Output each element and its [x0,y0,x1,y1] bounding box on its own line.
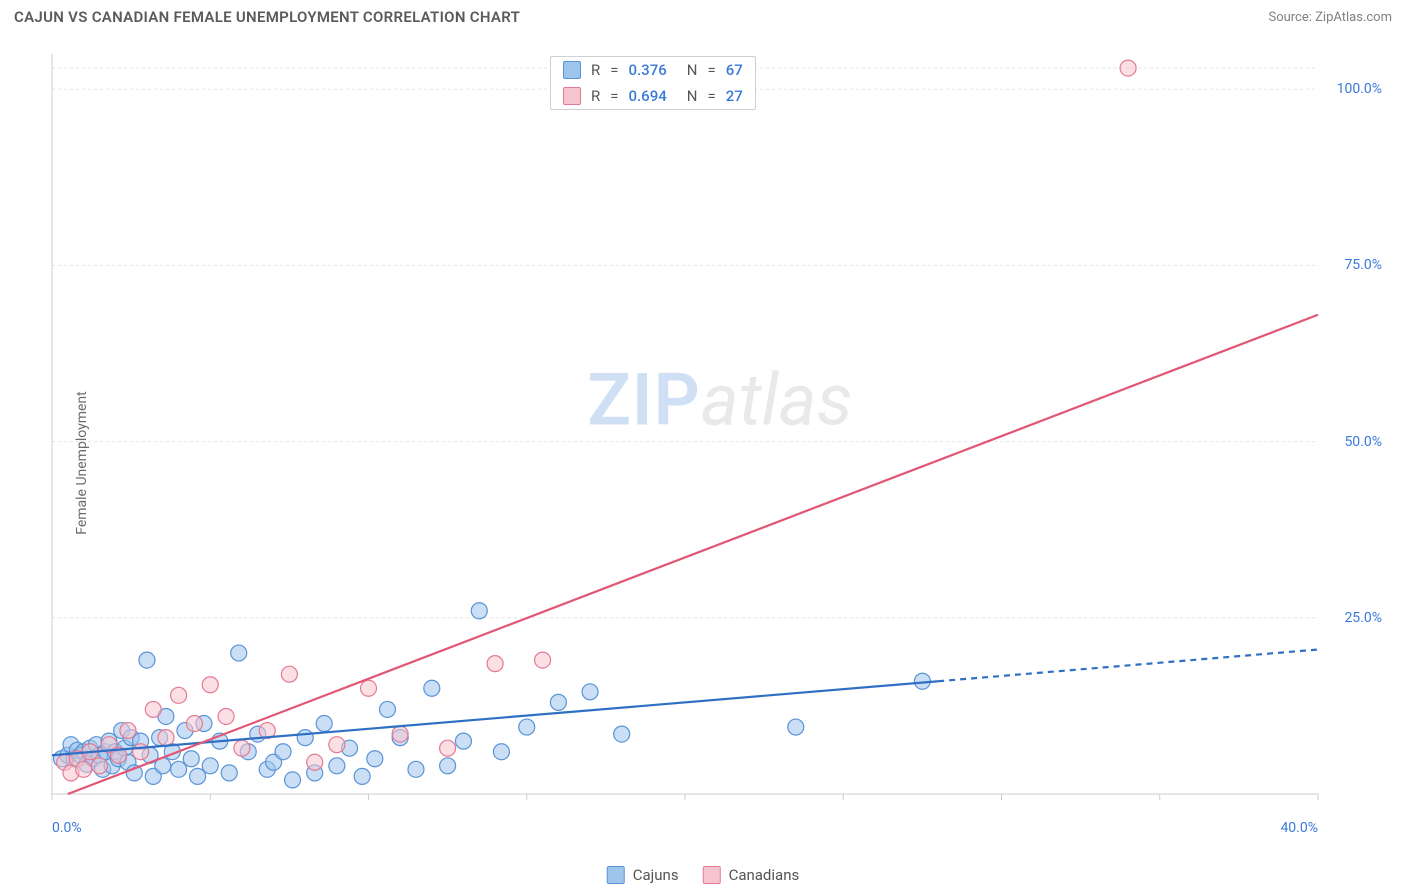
plot-area: ZIPatlas 25.0%50.0%75.0%100.0% 0.0%40.0%… [50,44,1390,834]
source-attribution: Source: ZipAtlas.com [1268,10,1392,25]
series-legend: Cajuns Canadians [607,866,799,884]
n-value: 27 [726,87,743,105]
stats-legend-row: R=0.376N=67 [551,57,755,83]
legend-swatch [703,866,721,884]
n-label: N [687,61,698,79]
r-label: R [591,61,600,79]
r-label: R [591,87,600,105]
stats-legend-row: R=0.694N=27 [551,83,755,109]
chart-svg [50,44,1390,834]
y-tick-label: 50.0% [1344,434,1390,450]
legend-swatch [563,61,581,79]
legend-swatch [607,866,625,884]
y-tick-label: 75.0% [1344,257,1390,273]
legend-label: Cajuns [633,866,679,884]
n-label: N [687,87,698,105]
chart-container: Female Unemployment ZIPatlas 25.0%50.0%7… [0,34,1406,892]
y-tick-label: 25.0% [1344,610,1390,626]
y-tick-label: 100.0% [1337,81,1390,97]
r-value: 0.376 [628,61,666,79]
legend-item: Cajuns [607,866,679,884]
x-tick-label: 0.0% [52,820,82,836]
legend-label: Canadians [729,866,800,884]
x-tick-label: 40.0% [1280,820,1318,836]
chart-title: CAJUN VS CANADIAN FEMALE UNEMPLOYMENT CO… [14,8,520,26]
n-value: 67 [726,61,743,79]
r-value: 0.694 [628,87,666,105]
stats-legend: R=0.376N=67R=0.694N=27 [550,56,756,110]
legend-swatch [563,87,581,105]
legend-item: Canadians [703,866,800,884]
